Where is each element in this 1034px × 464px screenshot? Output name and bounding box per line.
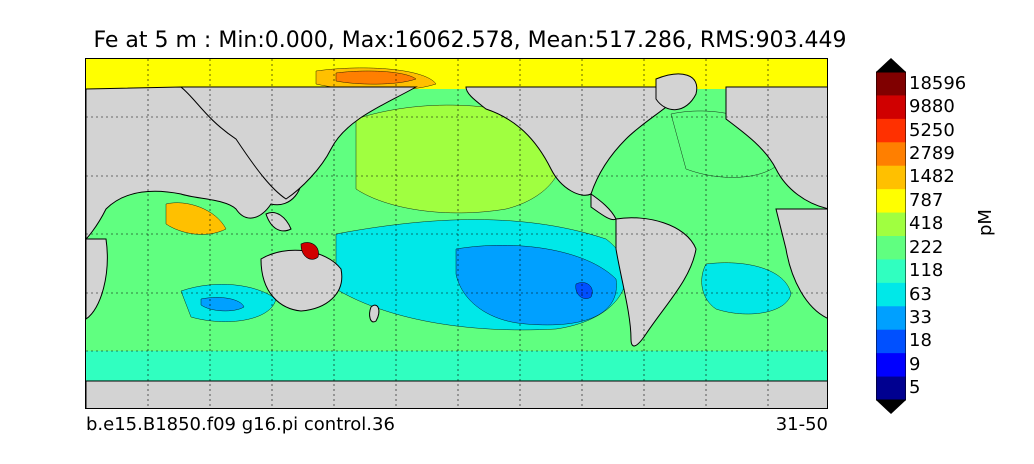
map-canvas: [86, 59, 827, 408]
new-zealand: [369, 304, 380, 323]
colorbar-swatch: [876, 282, 906, 307]
colorbar-tick-label: 18: [909, 330, 932, 352]
colorbar-tick-label: 63: [909, 283, 932, 305]
se-asia-islands: [265, 212, 292, 232]
plot-title: Fe at 5 m : Min:0.000, Max:16062.578, Me…: [93, 28, 847, 53]
africa-east-edge: [775, 208, 827, 319]
southern-ocean-band: [86, 351, 827, 383]
colorbar-outline: [876, 71, 906, 401]
colorbar-swatches: [876, 72, 906, 401]
africa-south: [86, 238, 108, 320]
europe-africa-east: [725, 86, 827, 209]
colorbar-tick-label: 787: [909, 189, 944, 211]
colorbar-swatch: [876, 142, 906, 167]
greenland: [655, 73, 698, 111]
years-caption: 31-50: [775, 414, 828, 435]
new-guinea-hotspot: [300, 242, 319, 260]
colorbar-tick-label: 222: [909, 236, 944, 258]
colorbar-swatch: [876, 259, 906, 284]
south-america: [615, 217, 697, 347]
asia: [179, 86, 418, 200]
arctic-band: [86, 59, 827, 89]
colorbar-swatch: [876, 118, 906, 143]
ocean-map: [85, 58, 828, 409]
colorbar-swatch: [876, 329, 906, 354]
arabian-sea-high: [165, 202, 227, 235]
gridlines: [86, 59, 827, 408]
colorbar-tick-label: 9880: [909, 96, 955, 118]
colorbar: [876, 58, 906, 414]
colorbar-tick-label: 9: [909, 353, 921, 375]
south-pacific-gyre: [455, 245, 617, 326]
colorbar-tick-label: 118: [909, 260, 944, 282]
colorbar-over-arrow: [876, 58, 906, 72]
colorbar-swatch: [876, 306, 906, 331]
colorbar-tick-label: 418: [909, 213, 944, 235]
north-america: [465, 86, 687, 196]
colorbar-swatch: [876, 95, 906, 120]
colorbar-tick-label: 18596: [909, 72, 967, 94]
run-name-caption: b.e15.B1850.f09 g16.pi control.36: [86, 414, 395, 435]
south-atlantic-cyan: [701, 262, 792, 315]
colorbar-swatch: [876, 376, 906, 401]
landmasses: [86, 73, 827, 408]
colorbar-tick-label: 33: [909, 307, 932, 328]
colorbar-under-arrow: [876, 400, 906, 414]
gyre-core: [575, 282, 593, 299]
colorbar-swatch: [876, 165, 906, 190]
colorbar-swatch: [876, 72, 906, 96]
antarctica: [86, 380, 827, 408]
colorbar-swatch: [876, 212, 906, 237]
colorbar-swatch: [876, 353, 906, 378]
colorbar-swatch: [876, 189, 906, 214]
colorbar-tick-label: 5: [909, 377, 921, 399]
colorbar-unit-label: pM: [975, 209, 996, 236]
colorbar-tick-label: 1482: [909, 166, 955, 188]
colorbar-tick-label: 5250: [909, 119, 955, 141]
colorbar-tick-label: 2789: [909, 143, 955, 164]
colorbar-swatch: [876, 236, 906, 260]
indian-ocean-blue: [200, 297, 245, 312]
